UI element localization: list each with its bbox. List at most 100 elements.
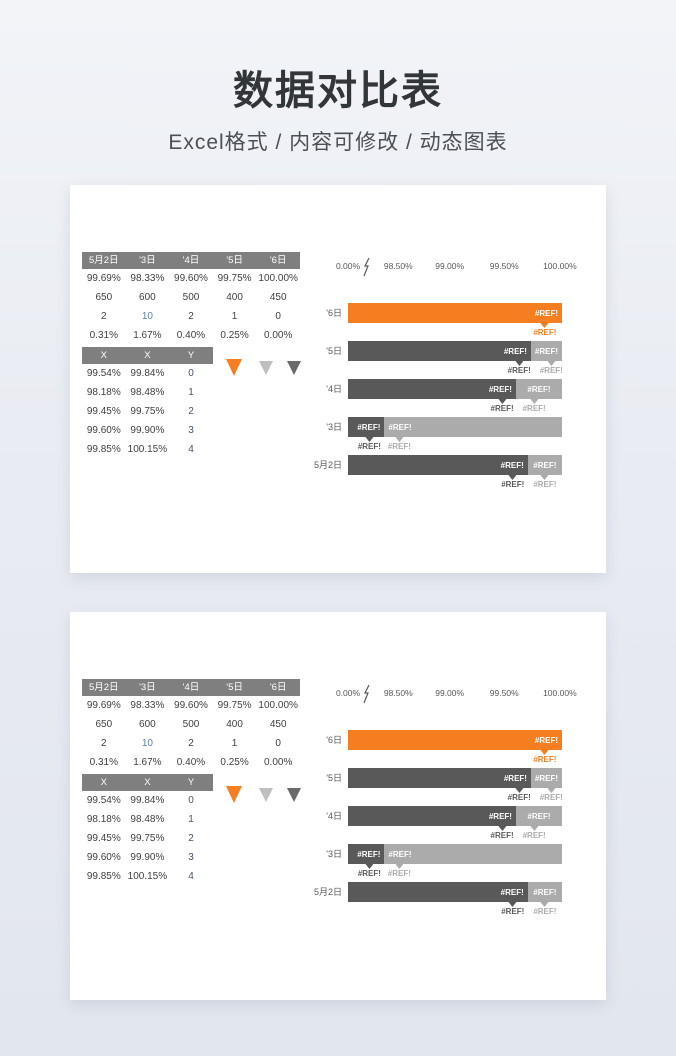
table-cell: 99.45% <box>86 833 121 844</box>
table-header-cell: '5日 <box>212 252 257 269</box>
bar-callout-label: #REF! <box>491 826 514 840</box>
orange-triangle-marker-icon <box>226 786 242 803</box>
callout-text: #REF! <box>387 869 411 878</box>
table-row: 99.85% 100.15% 4 <box>82 440 213 459</box>
table-cell: 450 <box>269 292 287 303</box>
chart-bar: #REF! #REF! <box>348 844 562 864</box>
bar-callout-label: #REF! <box>491 399 514 413</box>
bar-data-label: #REF! <box>527 811 551 821</box>
bar-segment-light: #REF! <box>384 844 562 864</box>
bar-callout-label: #REF! <box>501 902 524 916</box>
table-cell: 99.54% <box>86 795 121 806</box>
table-cell: 99.84% <box>130 795 165 806</box>
table-row: 2 10 2 1 0 <box>82 734 300 753</box>
callout-pointer-icon <box>365 437 374 442</box>
table-cell: 99.69% <box>86 700 121 711</box>
table-cell: 3 <box>188 425 194 436</box>
callout-pointer-icon <box>515 788 524 793</box>
table-cell: 10 <box>141 311 153 322</box>
callout-pointer-icon <box>530 399 539 404</box>
callout-text: #REF! <box>387 442 411 451</box>
axis-tick-label: 98.50% <box>383 688 413 698</box>
bar-data-label: #REF! <box>527 384 551 394</box>
table-header-cell: Y <box>169 774 213 791</box>
bar-callout-label: #REF! <box>540 788 563 802</box>
table-row: 99.45% 99.75% 2 <box>82 402 213 421</box>
table-cell: 98.33% <box>130 273 165 284</box>
table-cell: 99.60% <box>86 852 121 863</box>
table-cell: 2 <box>101 311 107 322</box>
chart-bar: #REF! #REF! <box>348 379 562 399</box>
axis-tick-label: 99.50% <box>489 688 519 698</box>
bar-callout-label: #REF! <box>508 788 531 802</box>
callout-text: #REF! <box>539 366 563 375</box>
bar-segment-light: #REF! <box>515 806 562 826</box>
bar-segment-orange: #REF! <box>348 730 562 750</box>
data-table-daily-header-row: 5月2日 '3日 '4日 '5日 '6日 <box>82 252 300 269</box>
axis-tick-label: 100.00% <box>543 688 577 698</box>
table-cell: 0 <box>188 795 194 806</box>
table-cell: 0 <box>188 368 194 379</box>
bar-data-label: #REF! <box>488 811 512 821</box>
table-header-cell: '5日 <box>212 679 257 696</box>
table-cell: 500 <box>182 292 200 303</box>
callout-pointer-icon <box>540 902 549 907</box>
table-cell: 99.60% <box>174 700 208 711</box>
table-cell: 3 <box>188 852 194 863</box>
table-cell: 98.48% <box>130 814 165 825</box>
bar-data-label: #REF! <box>503 346 527 356</box>
table-cell: 0.00% <box>263 757 293 768</box>
table-cell: 1.67% <box>133 330 162 341</box>
table-cell: 2 <box>188 738 194 749</box>
table-cell: 2 <box>188 311 194 322</box>
table-cell: 98.18% <box>86 387 121 398</box>
chart-category-label: 5月2日 <box>313 887 342 897</box>
chart-bar: #REF! #REF! <box>348 341 562 361</box>
table-cell: 99.60% <box>174 273 208 284</box>
bar-data-label: #REF! <box>534 346 559 356</box>
chart-bar-row: '3日 #REF! #REF! #REF! #REF! <box>326 844 562 882</box>
table-cell: 1 <box>188 814 194 825</box>
table-cell: 99.90% <box>130 852 165 863</box>
callout-pointer-icon <box>508 902 517 907</box>
bar-segment-light: #REF! <box>384 417 562 437</box>
table-header-cell: X <box>82 774 126 791</box>
callout-text: #REF! <box>533 907 557 916</box>
axis-tick-label: 0.00% <box>335 688 361 698</box>
bar-segment-orange: #REF! <box>348 303 562 323</box>
callout-text: #REF! <box>501 480 525 489</box>
bar-callout-label: #REF! <box>388 864 411 878</box>
chart-bar: #REF! #REF! <box>348 455 562 475</box>
chart-bar-row: '6日 #REF! #REF! <box>326 730 562 768</box>
chart-category-label: '6日 <box>326 308 342 318</box>
callout-text: #REF! <box>357 869 381 878</box>
table-cell: 1 <box>231 738 238 749</box>
table-cell: 100.15% <box>127 871 168 882</box>
table-cell: 0 <box>275 311 281 322</box>
table-header-cell: '3日 <box>125 679 170 696</box>
table-row: 98.18% 98.48% 1 <box>82 810 213 829</box>
data-table-xy: X X Y 99.54% 99.84% 0 98.18% 98.48% 1 99.45% 99.75… <box>82 774 213 886</box>
table-cell: 99.90% <box>130 425 165 436</box>
table-cell: 100.00% <box>258 273 298 284</box>
orange-triangle-marker-icon <box>226 359 242 376</box>
header: 数据对比表 Excel格式 / 内容可修改 / 动态图表 <box>0 58 676 156</box>
preview-card-bottom: 5月2日 '3日 '4日 '5日 '6日 99.69% 98.33% 99.60% 99.75%… <box>70 612 606 1000</box>
table-row: 99.69% 98.33% 99.60% 99.75% 100.00% <box>82 696 300 715</box>
table-row: 99.69% 98.33% 99.60% 99.75% 100.00% <box>82 269 300 288</box>
table-row: 99.85% 100.15% 4 <box>82 867 213 886</box>
table-cell: 0.25% <box>220 330 249 341</box>
table-cell: 99.75% <box>130 406 165 417</box>
data-table-daily-header-row: 5月2日 '3日 '4日 '5日 '6日 <box>82 679 300 696</box>
chart-category-label: 5月2日 <box>313 460 342 470</box>
bar-data-label: #REF! <box>534 308 558 318</box>
light-gray-triangle-marker-icon <box>259 361 273 375</box>
table-header-cell: '3日 <box>125 252 170 269</box>
table-cell: 99.54% <box>86 368 121 379</box>
table-cell: 500 <box>182 719 200 730</box>
bar-segment-dark: #REF! <box>348 768 531 788</box>
chart-bar-row: '4日 #REF! #REF! #REF! #REF! <box>326 379 562 417</box>
chart-bar: #REF! <box>348 730 562 750</box>
table-cell: 450 <box>269 719 287 730</box>
table-row: 0.31% 1.67% 0.40% 0.25% 0.00% <box>82 753 300 772</box>
